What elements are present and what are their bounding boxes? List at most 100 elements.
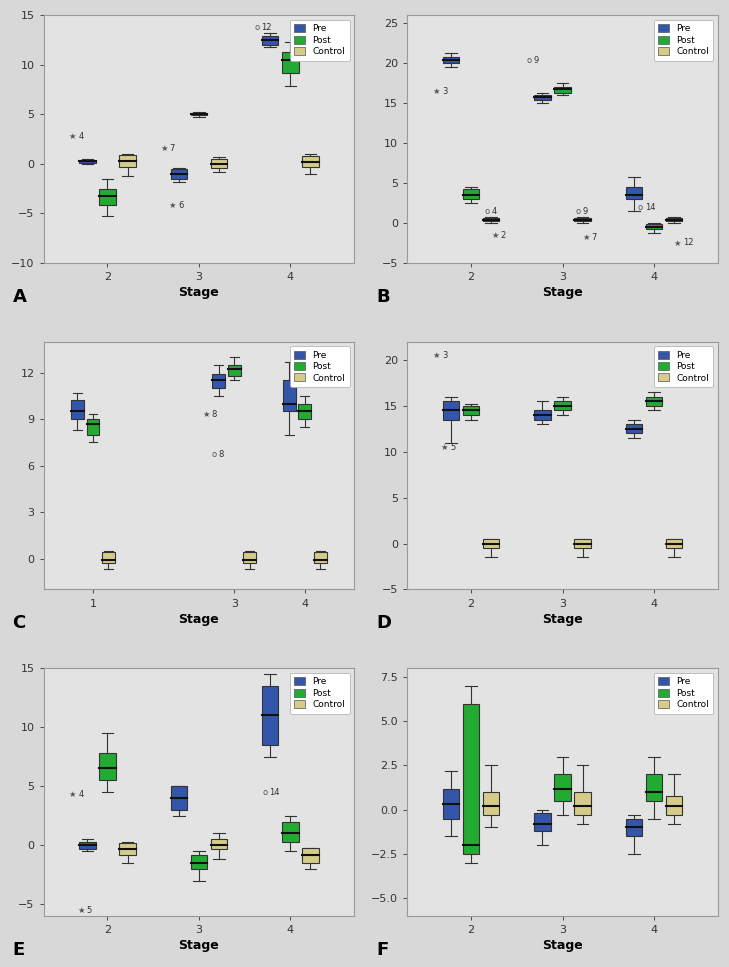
Text: B: B <box>376 288 390 306</box>
Text: C: C <box>12 614 26 632</box>
Bar <box>554 775 571 801</box>
Bar <box>87 419 99 434</box>
Bar <box>625 425 642 433</box>
Bar <box>554 87 571 93</box>
Bar <box>666 539 682 548</box>
X-axis label: Stage: Stage <box>179 939 219 952</box>
Bar <box>211 839 227 849</box>
Text: 14: 14 <box>644 202 655 212</box>
Text: ★: ★ <box>441 443 448 452</box>
X-axis label: Stage: Stage <box>179 613 219 626</box>
Bar <box>120 155 136 167</box>
Bar <box>463 190 480 199</box>
Bar <box>483 792 499 815</box>
Text: o: o <box>484 207 489 216</box>
Bar <box>191 113 207 115</box>
Bar <box>463 704 480 854</box>
Text: E: E <box>12 941 25 958</box>
Text: o: o <box>576 207 581 216</box>
Text: 9: 9 <box>582 207 588 216</box>
Text: A: A <box>12 288 26 306</box>
Bar <box>625 819 642 836</box>
Bar <box>102 552 115 563</box>
Text: o: o <box>211 451 217 459</box>
Text: 14: 14 <box>269 787 280 797</box>
Bar <box>79 160 95 162</box>
Bar <box>666 219 682 221</box>
Bar <box>298 403 311 419</box>
Bar <box>283 380 296 411</box>
Bar <box>243 552 256 563</box>
Bar <box>574 792 590 815</box>
Legend: Pre, Post, Control: Pre, Post, Control <box>290 19 350 61</box>
Bar <box>443 57 459 63</box>
Bar <box>463 406 480 415</box>
Text: ★: ★ <box>160 144 168 154</box>
Bar <box>191 855 207 868</box>
Bar <box>554 401 571 410</box>
X-axis label: Stage: Stage <box>179 286 219 299</box>
Text: 4: 4 <box>78 132 84 140</box>
X-axis label: Stage: Stage <box>542 613 583 626</box>
Bar <box>646 396 662 406</box>
Bar <box>79 841 95 849</box>
Bar <box>534 813 550 831</box>
Text: 4: 4 <box>78 790 84 799</box>
Text: 2: 2 <box>500 230 506 240</box>
Legend: Pre, Post, Control: Pre, Post, Control <box>290 346 350 387</box>
Bar <box>625 187 642 199</box>
Legend: Pre, Post, Control: Pre, Post, Control <box>653 19 714 61</box>
Text: 5: 5 <box>450 443 456 452</box>
Text: F: F <box>376 941 389 958</box>
Text: ★: ★ <box>69 790 77 799</box>
Bar <box>228 365 241 376</box>
Text: 9: 9 <box>533 56 539 65</box>
X-axis label: Stage: Stage <box>542 939 583 952</box>
Text: ★: ★ <box>674 239 682 248</box>
Legend: Pre, Post, Control: Pre, Post, Control <box>290 673 350 714</box>
Text: 5: 5 <box>87 905 92 915</box>
Text: 4: 4 <box>491 207 496 216</box>
Bar <box>303 156 319 167</box>
Text: ★: ★ <box>69 132 77 140</box>
Text: 12: 12 <box>261 22 272 32</box>
Bar <box>303 847 319 863</box>
Bar <box>314 552 327 563</box>
Bar <box>282 52 299 73</box>
Text: 7: 7 <box>170 144 175 154</box>
Text: 6: 6 <box>178 201 183 210</box>
Text: o: o <box>526 56 531 65</box>
Text: 7: 7 <box>592 233 597 242</box>
Text: o: o <box>262 787 268 797</box>
Bar <box>282 822 299 841</box>
Text: ★: ★ <box>491 230 499 240</box>
Text: 8: 8 <box>211 410 217 419</box>
Bar <box>443 401 459 420</box>
Bar <box>646 223 662 229</box>
Bar <box>171 786 187 809</box>
Text: ★: ★ <box>432 87 440 96</box>
Text: o: o <box>254 22 260 32</box>
Bar <box>483 219 499 221</box>
Bar <box>646 775 662 801</box>
Text: ★: ★ <box>77 905 85 915</box>
Bar <box>99 189 116 205</box>
Bar <box>574 219 590 221</box>
Text: ★: ★ <box>582 233 590 242</box>
Text: ★: ★ <box>432 351 440 360</box>
Bar <box>212 374 225 388</box>
Bar <box>71 400 84 419</box>
Bar <box>574 539 590 548</box>
Bar <box>483 539 499 548</box>
Text: 8: 8 <box>218 451 223 459</box>
Legend: Pre, Post, Control: Pre, Post, Control <box>653 346 714 387</box>
Text: 12: 12 <box>683 239 694 248</box>
Bar <box>534 410 550 420</box>
Bar <box>171 169 187 179</box>
X-axis label: Stage: Stage <box>542 286 583 299</box>
Bar <box>262 36 278 44</box>
Text: o: o <box>638 202 643 212</box>
Bar <box>120 843 136 855</box>
Bar <box>99 753 116 780</box>
Legend: Pre, Post, Control: Pre, Post, Control <box>653 673 714 714</box>
